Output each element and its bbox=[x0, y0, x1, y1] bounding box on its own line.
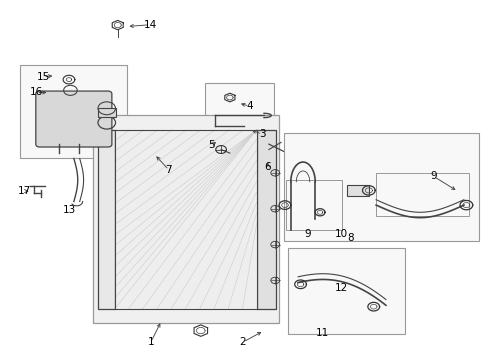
Text: 11: 11 bbox=[315, 328, 328, 338]
Text: 12: 12 bbox=[334, 283, 347, 293]
Text: 15: 15 bbox=[37, 72, 50, 82]
Text: 17: 17 bbox=[18, 186, 31, 196]
Text: 9: 9 bbox=[429, 171, 436, 181]
Bar bbox=[288, 248, 405, 334]
FancyBboxPatch shape bbox=[36, 91, 112, 147]
Text: 8: 8 bbox=[347, 233, 353, 243]
Bar bbox=[93, 116, 278, 323]
Text: 2: 2 bbox=[239, 337, 246, 347]
Bar bbox=[98, 108, 115, 117]
Text: 16: 16 bbox=[30, 87, 43, 98]
Bar bbox=[375, 173, 468, 216]
Bar bbox=[283, 134, 478, 241]
Bar bbox=[20, 65, 127, 158]
Bar bbox=[205, 83, 273, 144]
Text: 4: 4 bbox=[245, 101, 252, 111]
Text: 3: 3 bbox=[258, 129, 265, 139]
Text: 1: 1 bbox=[147, 337, 154, 347]
Bar bbox=[285, 180, 341, 230]
Text: 5: 5 bbox=[208, 140, 215, 150]
Bar bbox=[98, 130, 115, 309]
Text: 9: 9 bbox=[304, 229, 310, 239]
Bar bbox=[346, 185, 368, 196]
Text: 10: 10 bbox=[334, 229, 347, 239]
Text: 13: 13 bbox=[62, 206, 76, 216]
Text: 6: 6 bbox=[264, 162, 271, 172]
Text: 7: 7 bbox=[165, 165, 172, 175]
Text: 14: 14 bbox=[143, 20, 157, 30]
Bar bbox=[256, 130, 276, 309]
Bar bbox=[115, 130, 256, 309]
